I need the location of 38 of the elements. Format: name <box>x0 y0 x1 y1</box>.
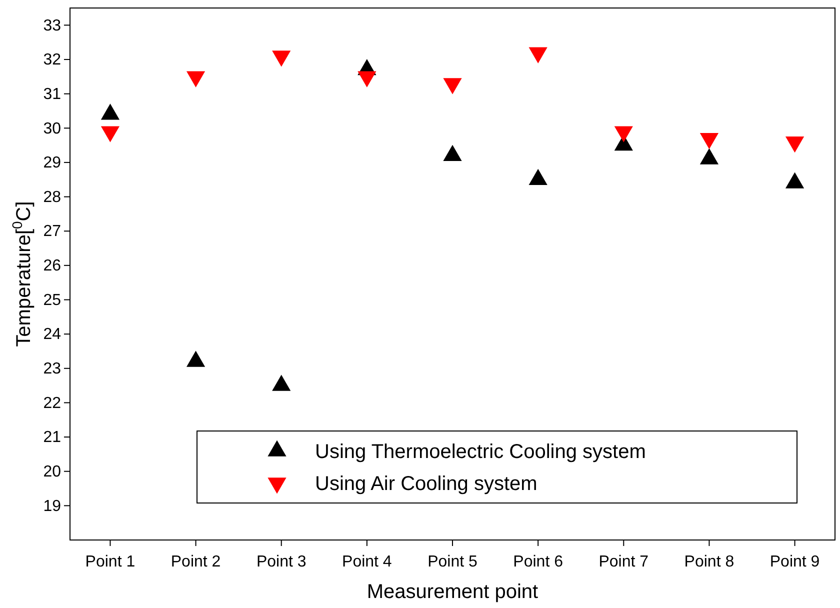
y-tick-label: 20 <box>43 463 62 480</box>
y-tick-label: 28 <box>43 188 62 206</box>
y-tick-label: 32 <box>43 52 62 69</box>
y-tick-label: 19 <box>43 498 62 515</box>
point <box>186 350 206 367</box>
y-tick-label: 30 <box>43 120 62 138</box>
point <box>358 71 376 88</box>
y-tick-label: 27 <box>43 223 62 240</box>
point <box>700 133 719 150</box>
x-axis-title: Measurement point <box>366 581 539 603</box>
point <box>528 47 548 64</box>
y-tick-label: 21 <box>43 429 62 446</box>
point <box>100 126 120 142</box>
y-tick-label: 23 <box>43 360 62 378</box>
point <box>186 71 206 88</box>
point <box>272 50 291 67</box>
y-tick-label: 31 <box>43 86 62 103</box>
y-tick-label: 33 <box>43 17 62 34</box>
x-tick-label: Point 1 <box>85 554 136 571</box>
legend-label: Using Thermoelectric Cooling system <box>315 441 646 463</box>
x-tick-label: Point 9 <box>770 554 820 571</box>
x-tick-label: Point 8 <box>684 554 734 571</box>
y-tick-label: 24 <box>43 326 62 344</box>
point <box>785 136 804 153</box>
x-tick-label: Point 2 <box>170 554 221 571</box>
point <box>443 78 462 94</box>
x-tick-label: Point 4 <box>342 554 392 571</box>
point <box>272 374 291 391</box>
point <box>614 126 633 142</box>
legend-label: Using Air Cooling system <box>315 473 538 495</box>
x-tick-label: Point 5 <box>428 554 478 571</box>
y-tick-label: 29 <box>43 154 62 172</box>
x-tick-label: Point 7 <box>598 554 649 571</box>
y-tick-label: 22 <box>43 394 62 412</box>
y-tick-label: 26 <box>43 258 62 275</box>
y-tick-label: 25 <box>43 292 62 309</box>
x-tick-label: Point 3 <box>256 554 306 571</box>
x-tick-label: Point 6 <box>513 554 564 571</box>
